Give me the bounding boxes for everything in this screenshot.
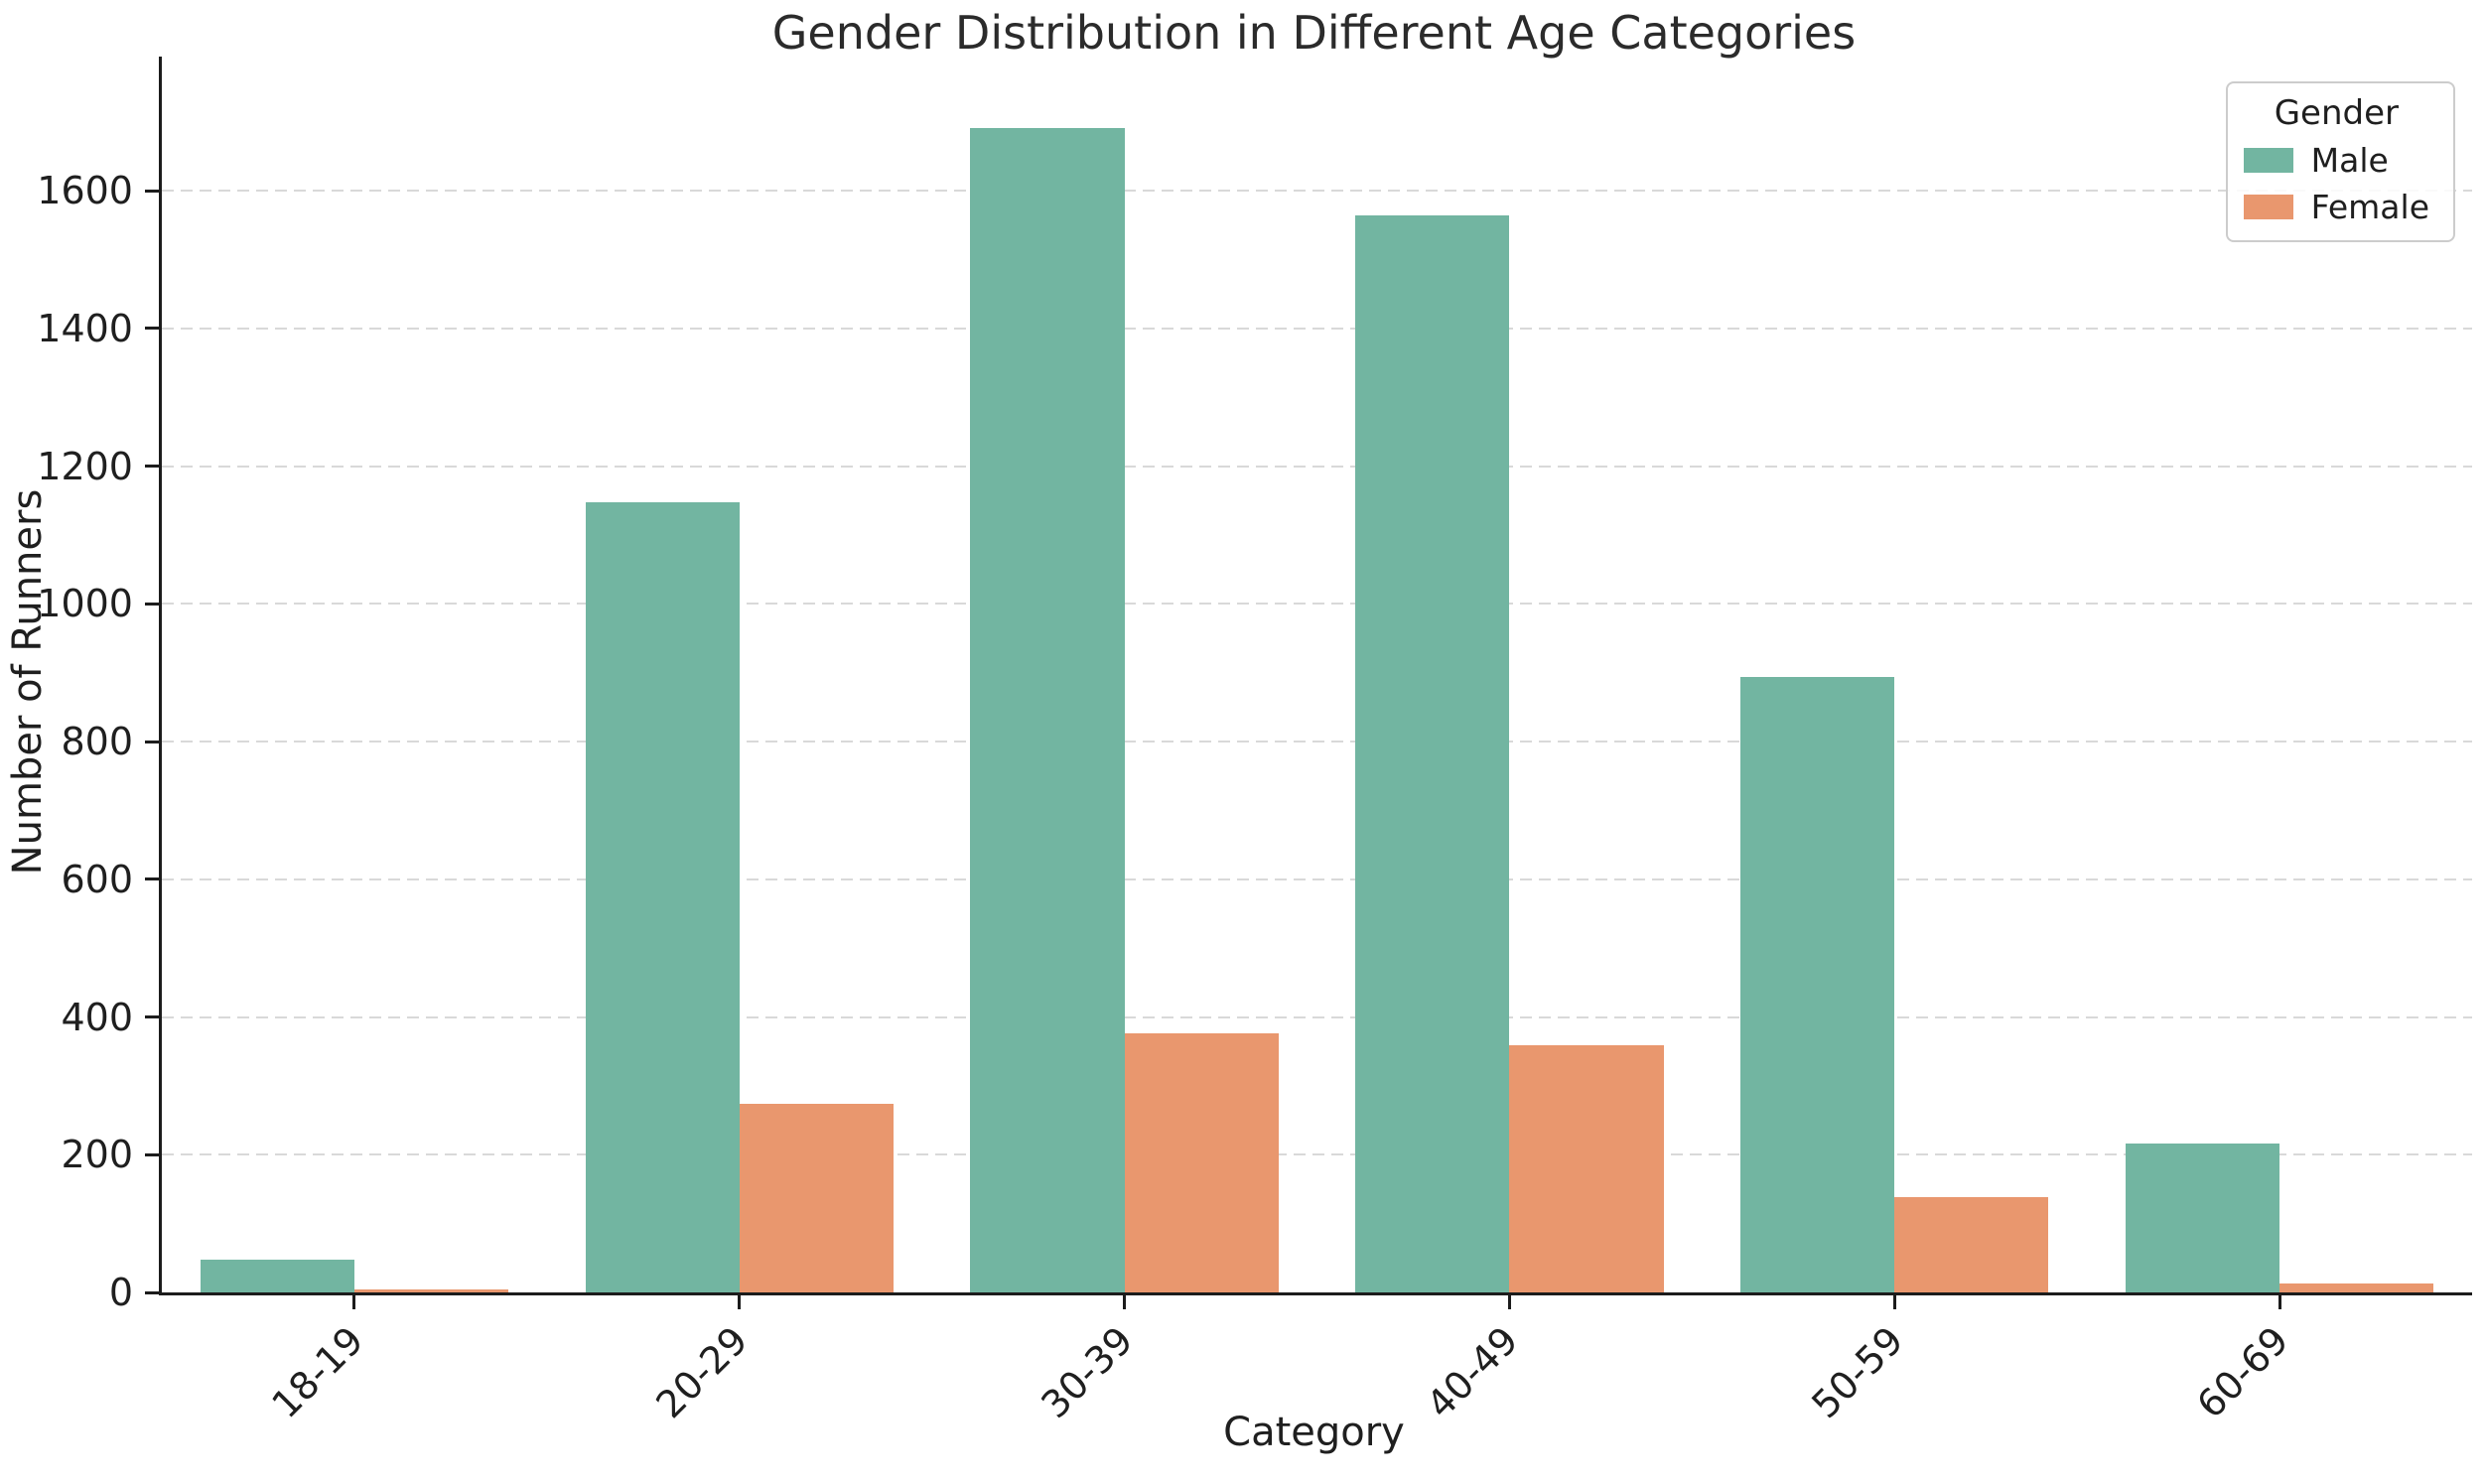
y-tick-mark-800 bbox=[145, 740, 159, 743]
legend-row-female: Female bbox=[2243, 188, 2429, 226]
legend: Gender Male Female bbox=[2225, 81, 2455, 242]
x-tick-mark-50-59 bbox=[1892, 1295, 1896, 1309]
gridline-y-1200 bbox=[162, 465, 2472, 468]
y-tick-mark-600 bbox=[145, 877, 159, 881]
y-tick-mark-200 bbox=[145, 1152, 159, 1156]
x-tick-mark-30-39 bbox=[1123, 1295, 1127, 1309]
bar-female-40-49 bbox=[1509, 1045, 1664, 1292]
bar-female-30-39 bbox=[1124, 1033, 1279, 1292]
gridline-y-800 bbox=[162, 741, 2472, 743]
bar-male-40-49 bbox=[1355, 214, 1510, 1292]
y-tick-label-1600: 1600 bbox=[37, 169, 133, 213]
y-tick-mark-1400 bbox=[145, 327, 159, 331]
bar-male-18-19 bbox=[200, 1259, 354, 1292]
x-tick-mark-40-49 bbox=[1507, 1295, 1511, 1309]
chart-title: Gender Distribution in Different Age Cat… bbox=[771, 6, 1857, 60]
x-tick-mark-60-69 bbox=[2278, 1295, 2281, 1309]
y-tick-label-200: 200 bbox=[61, 1133, 133, 1177]
plot-area: Gender Male Female 0 200 400 600 800 1000 1200 1… bbox=[37, 57, 2472, 1426]
gridline-y-600 bbox=[162, 877, 2472, 880]
y-tick-mark-1200 bbox=[145, 465, 159, 469]
bar-male-20-29 bbox=[585, 502, 740, 1292]
x-tick-mark-18-19 bbox=[352, 1295, 356, 1309]
y-tick-mark-0 bbox=[145, 1290, 159, 1294]
legend-row-male: Male bbox=[2243, 141, 2429, 180]
legend-swatch-female bbox=[2243, 195, 2293, 219]
legend-title: Gender bbox=[2274, 93, 2399, 133]
y-tick-label-400: 400 bbox=[61, 995, 133, 1039]
gridline-y-1000 bbox=[162, 603, 2472, 606]
bar-female-60-69 bbox=[2279, 1282, 2434, 1292]
gridline-y-1600 bbox=[162, 190, 2472, 193]
bar-male-30-39 bbox=[970, 128, 1125, 1292]
y-tick-mark-1600 bbox=[145, 189, 159, 193]
bar-male-50-59 bbox=[1740, 676, 1895, 1292]
legend-swatch-male bbox=[2243, 148, 2293, 173]
gridline-y-200 bbox=[162, 1153, 2472, 1156]
bar-female-18-19 bbox=[353, 1288, 509, 1292]
y-tick-label-1400: 1400 bbox=[37, 306, 133, 350]
gridline-y-400 bbox=[162, 1015, 2472, 1018]
y-tick-label-0: 0 bbox=[108, 1271, 133, 1314]
gridline-y-1400 bbox=[162, 327, 2472, 330]
y-tick-label-1200: 1200 bbox=[37, 444, 133, 488]
bar-male-60-69 bbox=[2125, 1143, 2280, 1292]
x-tick-mark-20-29 bbox=[738, 1295, 742, 1309]
legend-label-female: Female bbox=[2310, 188, 2429, 226]
y-tick-label-1000: 1000 bbox=[37, 582, 133, 626]
x-axis-label: Category bbox=[1223, 1410, 1405, 1455]
bar-female-20-29 bbox=[739, 1103, 894, 1292]
y-tick-mark-400 bbox=[145, 1015, 159, 1019]
legend-label-male: Male bbox=[2310, 141, 2389, 180]
y-tick-label-600: 600 bbox=[61, 857, 133, 901]
y-tick-label-800: 800 bbox=[61, 720, 133, 764]
bar-female-50-59 bbox=[1894, 1197, 2049, 1292]
y-tick-mark-1000 bbox=[145, 602, 159, 606]
